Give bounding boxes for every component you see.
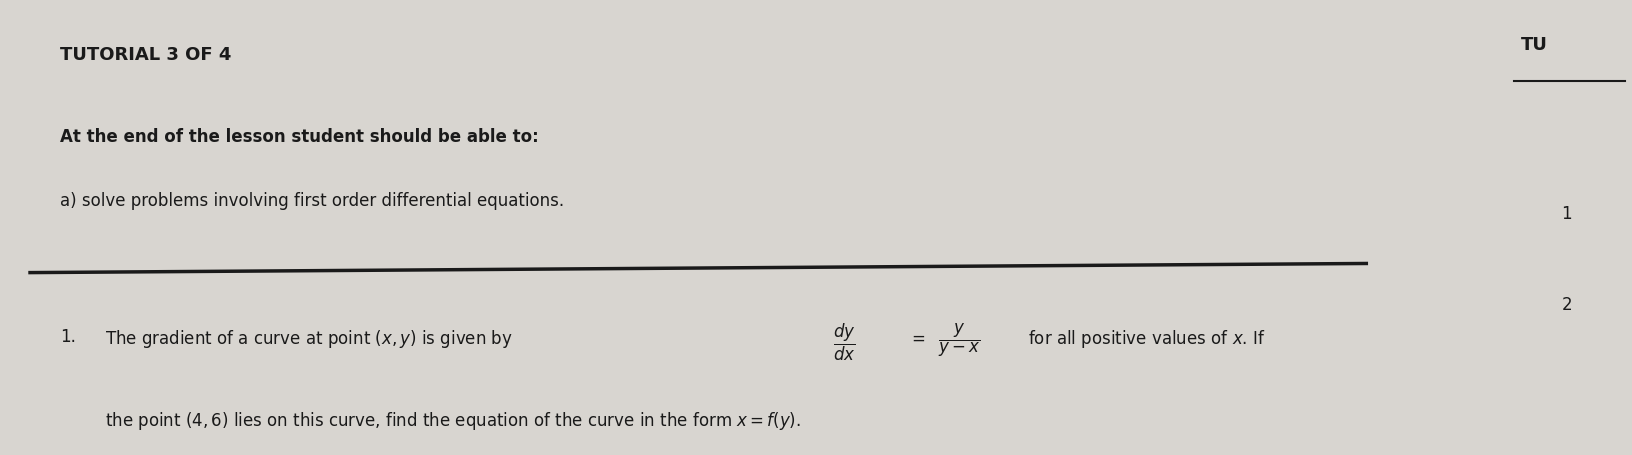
Text: $=$: $=$: [909, 328, 925, 345]
Text: The gradient of a curve at point $(x, y)$ is given by: The gradient of a curve at point $(x, y)…: [104, 328, 512, 349]
Text: a) solve problems involving first order differential equations.: a) solve problems involving first order …: [60, 191, 565, 209]
Text: the point $(4,6)$ lies on this curve, find the equation of the curve in the form: the point $(4,6)$ lies on this curve, fi…: [104, 410, 801, 431]
Text: $\dfrac{y}{y-x}$: $\dfrac{y}{y-x}$: [938, 321, 981, 358]
Text: $\dfrac{dy}{dx}$: $\dfrac{dy}{dx}$: [834, 321, 855, 362]
Text: for all positive values of $x$. If: for all positive values of $x$. If: [1028, 328, 1266, 349]
Text: 1: 1: [1562, 205, 1572, 222]
Text: 1.: 1.: [60, 328, 77, 345]
Text: At the end of the lesson student should be able to:: At the end of the lesson student should …: [60, 127, 539, 145]
Text: TUTORIAL 3 OF 4: TUTORIAL 3 OF 4: [60, 46, 232, 63]
Text: 2: 2: [1562, 296, 1572, 313]
Text: TU: TU: [1521, 36, 1547, 54]
